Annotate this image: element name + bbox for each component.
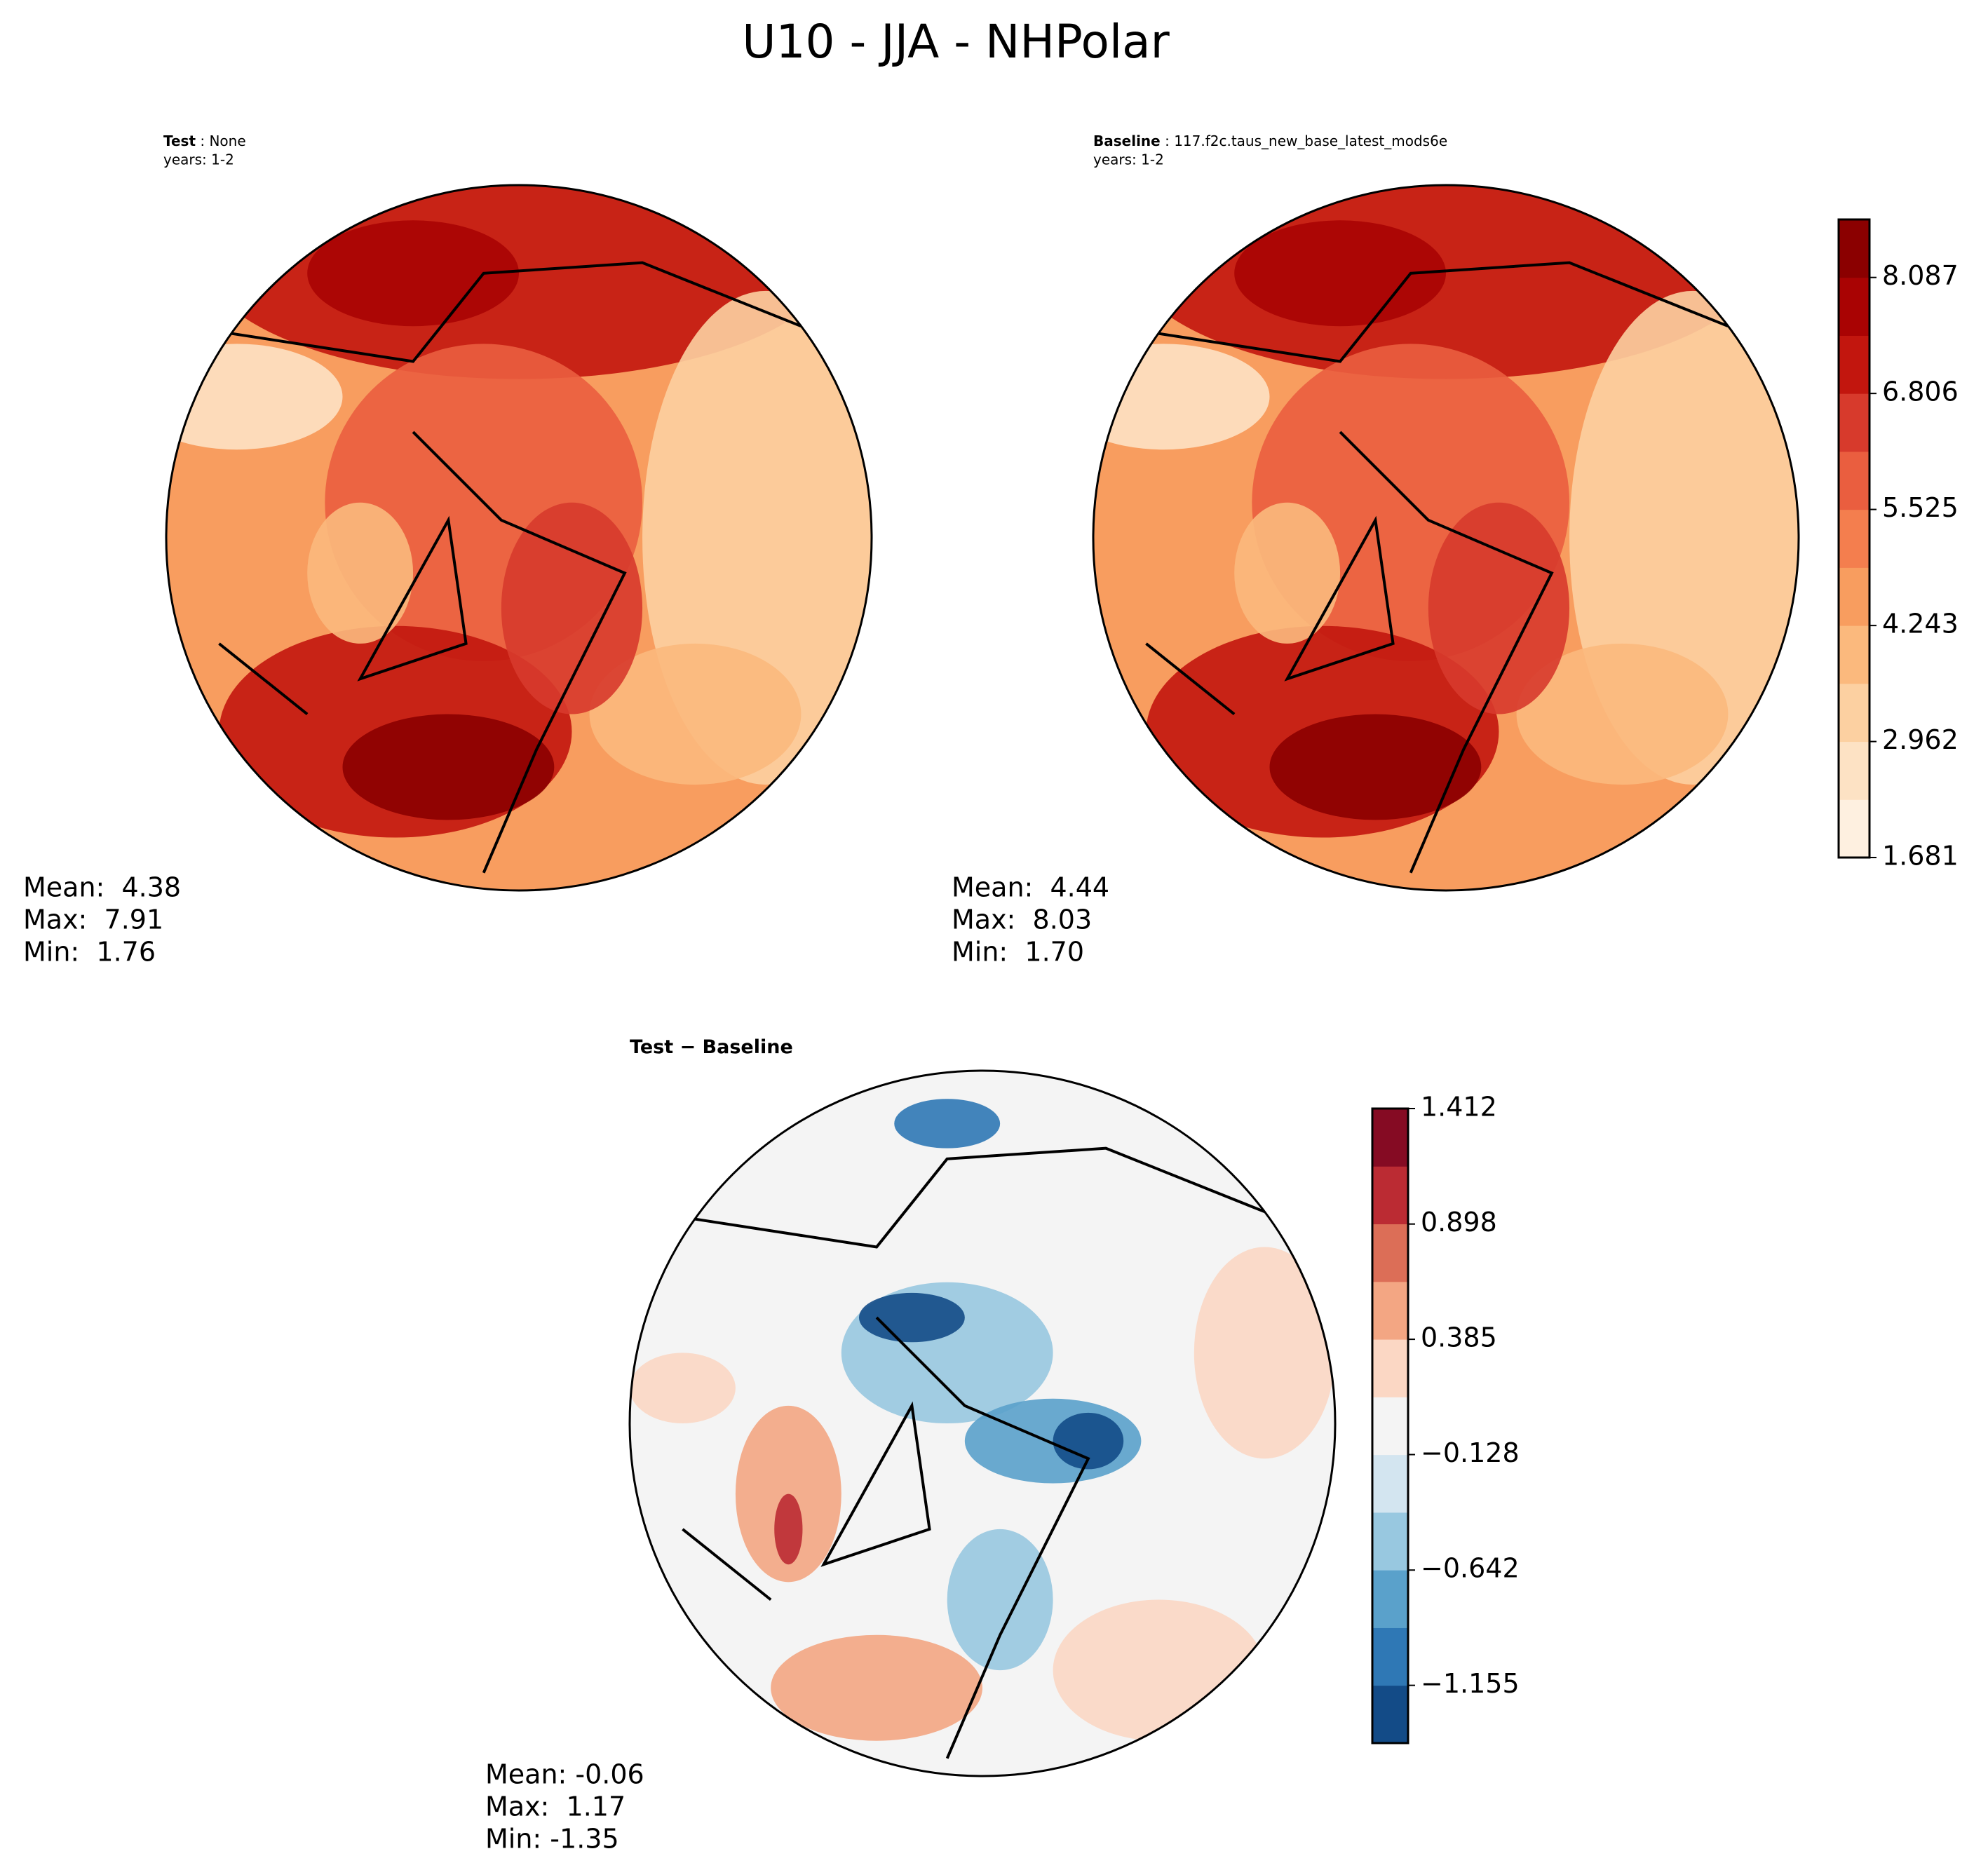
contour-region	[307, 220, 519, 327]
colorbar-outline	[1371, 1107, 1409, 1744]
panel-title-bold: Baseline	[1093, 133, 1161, 149]
stat-line: Min: -1.35	[485, 1824, 619, 1855]
contour-region	[894, 1099, 1001, 1149]
stat-line: Mean: 4.38	[23, 872, 181, 903]
contour-region	[1194, 1247, 1335, 1459]
colorbar-segment	[1839, 393, 1869, 452]
coastline	[647, 1146, 1266, 1759]
panel-title-bold: Test − Baseline	[630, 1036, 793, 1058]
contour-region	[342, 714, 555, 820]
contour-region	[1269, 714, 1482, 820]
colorbar-segment	[1372, 1281, 1408, 1340]
contour-region	[947, 1529, 1053, 1671]
contour-region	[771, 1634, 982, 1741]
panel-title-rest: : None	[196, 133, 246, 149]
colorbar-tick-label: 4.243	[1882, 609, 1959, 639]
colorbar-segment	[1839, 799, 1869, 858]
colorbar-tick-label: 6.806	[1882, 377, 1959, 407]
colorbar-tick-label: 8.087	[1882, 260, 1959, 291]
colorbar-segment	[1839, 625, 1869, 684]
colorbar-segment	[1372, 1512, 1408, 1571]
colorbar-tick-label: 0.385	[1421, 1322, 1497, 1353]
colorbar-tick-label: −1.155	[1421, 1668, 1520, 1699]
contour-region	[774, 1493, 803, 1565]
contour-region	[1516, 643, 1729, 785]
stat-line: Min: 1.70	[952, 937, 1084, 968]
stat-line: Max: 1.17	[485, 1791, 626, 1822]
contour-region	[1093, 344, 1270, 450]
stat-line: Min: 1.76	[23, 937, 156, 968]
map	[166, 185, 872, 890]
coastline	[1110, 261, 1729, 874]
stat-line: Mean: -0.06	[485, 1759, 644, 1790]
colorbar-segment	[1839, 219, 1869, 278]
panel-title: Baseline : 117.f2c.taus_new_base_latest_…	[1093, 133, 1447, 149]
stat-line: Max: 8.03	[952, 904, 1092, 935]
colorbar-segment	[1839, 509, 1869, 568]
colorbar-segment	[1372, 1224, 1408, 1282]
stat-line: Mean: 4.44	[952, 872, 1109, 903]
colorbar-segment	[1372, 1570, 1408, 1628]
colorbar-tick-label: 1.681	[1882, 841, 1959, 872]
colorbar-segment	[1372, 1166, 1408, 1225]
contour-region	[1428, 502, 1570, 714]
colorbar-outline	[1837, 218, 1871, 859]
colorbar-segment	[1372, 1109, 1408, 1167]
colorbar-tick-label: −0.128	[1421, 1437, 1520, 1468]
contour-region	[630, 1353, 736, 1423]
colorbar-segment	[1839, 451, 1869, 510]
stat-line: Max: 7.91	[23, 904, 163, 935]
contour-region	[307, 502, 414, 644]
map	[1093, 185, 1799, 890]
colorbar-segment	[1839, 335, 1869, 394]
panel-subtitle: years: 1-2	[1093, 151, 1164, 168]
figure-title: U10 - JJA - NHPolar	[742, 15, 1170, 69]
panel-subtitle: years: 1-2	[163, 151, 234, 168]
panel-title: Test : None	[163, 133, 246, 149]
contour-region	[858, 1292, 965, 1343]
map-border	[628, 1069, 1337, 1777]
map	[630, 1071, 1335, 1776]
panel-title-rest: : 117.f2c.taus_new_base_latest_mods6e	[1161, 133, 1447, 149]
colorbar-segment	[1372, 1397, 1408, 1456]
colorbar-tick-label: −0.642	[1421, 1553, 1520, 1584]
colorbar-segment	[1372, 1627, 1408, 1686]
colorbar-segment	[1839, 277, 1869, 336]
colorbar-tick-label: 5.525	[1882, 492, 1959, 523]
contour-region	[589, 643, 802, 785]
colorbar-tick-label: 1.412	[1421, 1092, 1497, 1123]
map-border	[1092, 184, 1800, 892]
contour-region	[1234, 220, 1446, 327]
contour-region	[1053, 1412, 1124, 1470]
colorbar-segment	[1372, 1339, 1408, 1397]
colorbar-segment	[1839, 567, 1869, 626]
panel-title-bold: Test	[163, 133, 196, 149]
map-border	[165, 184, 873, 892]
colorbar-segment	[1839, 683, 1869, 743]
colorbar-segment	[1372, 1685, 1408, 1744]
contour-region	[166, 344, 343, 450]
panel-title: Test − Baseline	[630, 1036, 793, 1058]
colorbar-segment	[1372, 1454, 1408, 1513]
contour-region	[1234, 502, 1341, 644]
colorbar-tick-label: 0.898	[1421, 1207, 1497, 1238]
contour-region	[501, 502, 643, 714]
colorbar-segment	[1839, 741, 1869, 800]
colorbar-tick-label: 2.962	[1882, 724, 1959, 755]
coastline	[183, 261, 802, 874]
